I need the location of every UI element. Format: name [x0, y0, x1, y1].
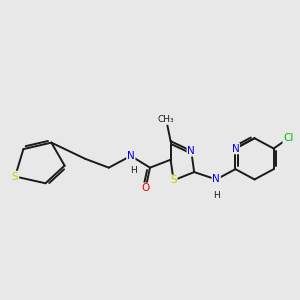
Text: H: H — [213, 190, 220, 200]
Text: O: O — [142, 183, 150, 193]
Text: Cl: Cl — [283, 133, 294, 143]
Text: N: N — [232, 143, 239, 154]
Text: N: N — [187, 146, 195, 156]
Text: CH₃: CH₃ — [158, 115, 175, 124]
Text: N: N — [127, 151, 135, 161]
Text: S: S — [12, 172, 19, 182]
Text: S: S — [170, 175, 177, 185]
Text: H: H — [130, 166, 137, 175]
Text: N: N — [212, 174, 220, 184]
